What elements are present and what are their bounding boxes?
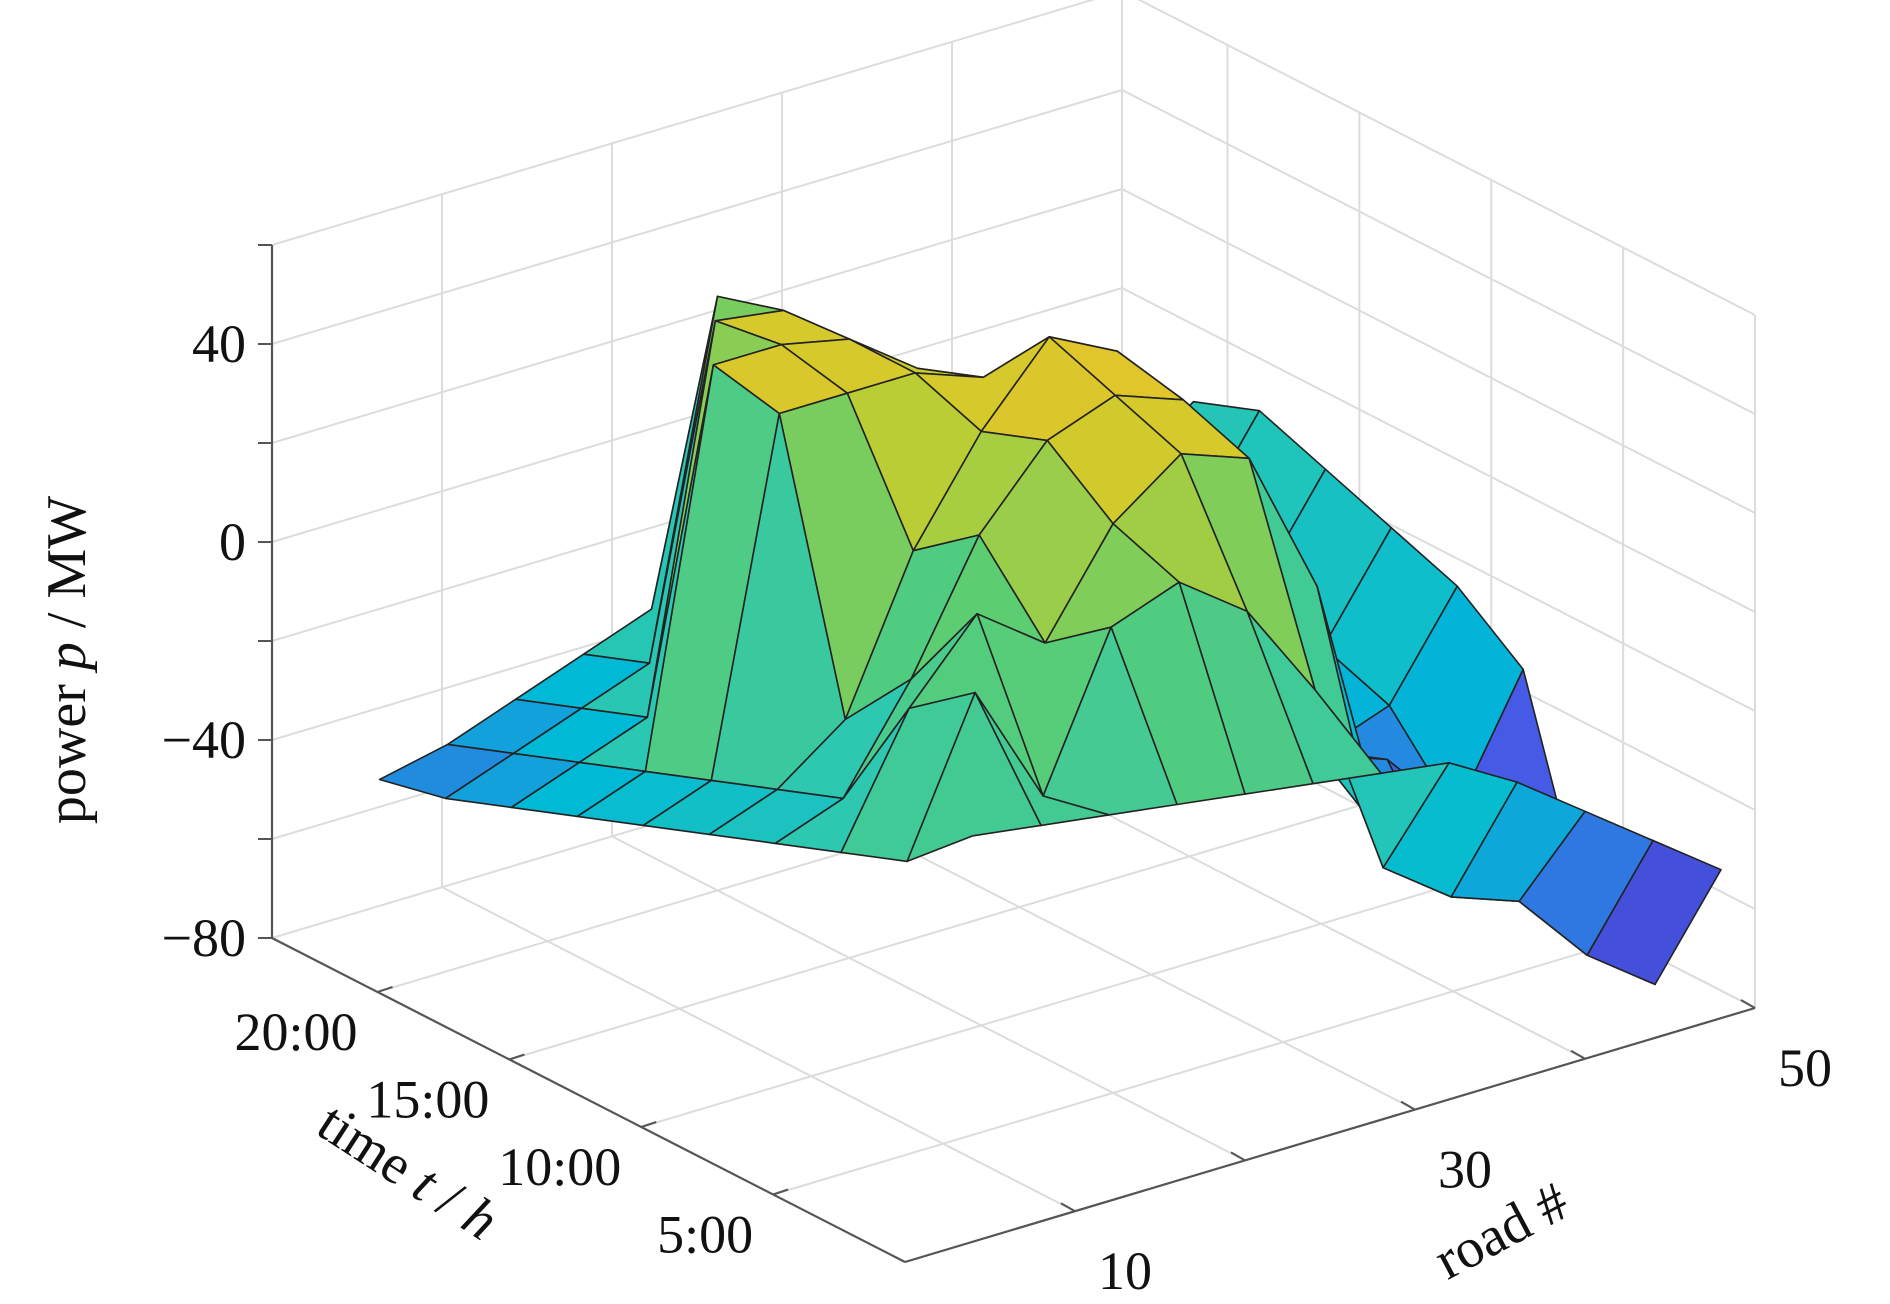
time-tick-label: 10:00 [498,1137,621,1197]
road-tick-mark [1230,1151,1246,1162]
axis-lines [258,244,1756,1264]
grid-line [271,89,1123,345]
z-tick-label: −80 [162,908,246,968]
surface-plot [378,295,1722,986]
road-tick-mark [1400,1100,1416,1111]
road-tick-mark [1060,1202,1076,1213]
road-axis-line [904,1006,1756,1264]
z-tick-labels: 40 0 −40 −80 [162,314,246,968]
grid-line [640,872,1492,1128]
z-axis-label: power p / MW [36,496,98,824]
time-tick-mark [640,1121,657,1128]
grid-line [271,0,1096,246]
time-tick-mark [377,986,393,993]
grid-line [1121,89,1756,415]
grid-line [441,886,1076,1213]
time-tick-mark [772,1188,789,1196]
grid-line [1137,0,1756,316]
time-tick-label: 5:00 [657,1205,753,1265]
road-tick-label: 50 [1778,1038,1832,1098]
time-tick-label: 15:00 [366,1070,489,1130]
z-tick-label: −40 [162,710,246,770]
road-tick-label: 30 [1438,1140,1492,1200]
time-tick-mark [509,1053,525,1061]
grid-line [772,939,1624,1196]
road-tick-mark [1570,1049,1586,1060]
grid-line [271,188,1123,444]
road-tick-labels: 10 30 50 [1098,1038,1832,1301]
time-tick-label: 20:00 [234,1002,357,1062]
grid-line [611,835,1246,1162]
road-tick-mark [1740,999,1756,1009]
z-tick-label: 40 [192,314,246,374]
grid-line [509,804,1360,1061]
surface-patch [906,691,1042,863]
road-tick-label: 10 [1098,1241,1152,1301]
z-tick-label: 0 [219,512,246,572]
